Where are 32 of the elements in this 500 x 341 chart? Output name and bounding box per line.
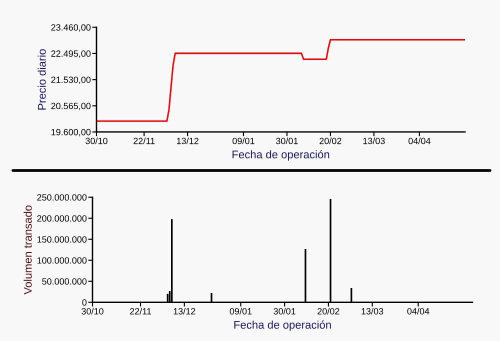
- x-tick-label: 09/01: [230, 308, 252, 314]
- y-tick-label: 23.460,00: [51, 24, 91, 32]
- x-tick-label: 13/03: [362, 308, 384, 314]
- x-tick-label: 30/01: [276, 138, 298, 144]
- y-tick-label: 200.000.000: [37, 215, 87, 222]
- y-tick-label: 250.000.000: [37, 194, 87, 201]
- x-tick-label: 20/02: [320, 138, 342, 144]
- x-tick-label: 30/10: [82, 308, 104, 314]
- x-axis-title: Fecha de operación: [232, 150, 330, 161]
- x-tick-label: 13/12: [174, 308, 196, 314]
- y-tick-label: 20.565,00: [51, 102, 91, 110]
- y-axis-title: Volumen transado: [24, 205, 32, 295]
- x-tick-label: 13/12: [176, 138, 198, 144]
- line-series: [96, 38, 465, 122]
- x-tick-label: 09/01: [232, 138, 254, 144]
- y-tick-label: 22.495,00: [51, 50, 91, 58]
- x-axis-title: Fecha de operación: [234, 320, 331, 331]
- y-tick-label: 150.000.000: [37, 236, 87, 243]
- y-axis-title: Precio diario: [38, 49, 46, 110]
- y-tick-label: 19.600,00: [51, 128, 91, 136]
- x-tick-label: 04/04: [407, 308, 430, 314]
- x-tick-label: 22/11: [134, 138, 155, 144]
- x-tick-label: 22/11: [130, 308, 152, 314]
- y-tick-label: 0: [82, 299, 87, 306]
- y-tick-label: 21.530,00: [51, 76, 91, 84]
- x-tick-label: 13/03: [363, 138, 385, 144]
- x-tick-label: 30/10: [86, 138, 108, 144]
- x-tick-label: 30/01: [274, 308, 296, 314]
- x-tick-label: 20/02: [318, 308, 340, 314]
- x-tick-label: 04/04: [408, 138, 430, 144]
- y-tick-label: 50.000.000: [42, 278, 87, 285]
- y-tick-label: 100.000.000: [37, 257, 87, 264]
